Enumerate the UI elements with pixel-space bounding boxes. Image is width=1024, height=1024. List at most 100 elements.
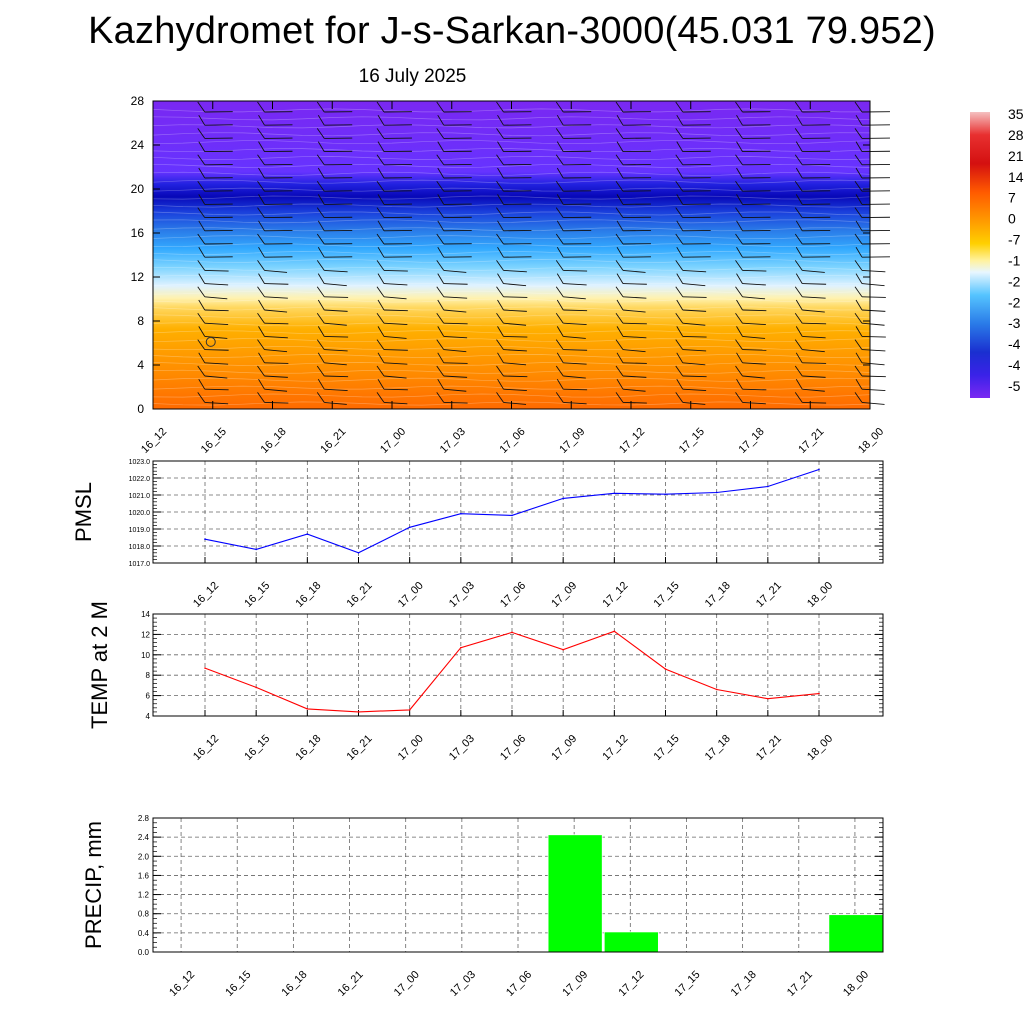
wind-barb-flag [497, 326, 504, 337]
wind-barb-flag [496, 128, 504, 139]
contour-line [152, 132, 871, 137]
wind-barb-flag [676, 114, 684, 126]
colorbar-label: 7 [1008, 190, 1016, 206]
section-field [153, 101, 870, 409]
wind-barb-flag [317, 246, 325, 258]
wind-barb [622, 375, 647, 378]
wind-barb-flag [735, 101, 743, 113]
wind-barb-flag [736, 167, 743, 179]
x-tick-label: 17_18 [703, 580, 733, 610]
wind-barb-flag [794, 392, 803, 403]
section-y-tick-label: 24 [131, 138, 145, 152]
data-point [204, 538, 206, 540]
wind-barb [802, 283, 827, 285]
wind-barb-flag [555, 233, 564, 245]
data-point [818, 692, 820, 695]
wind-barb [563, 269, 588, 272]
data-point [613, 630, 616, 633]
wind-barb [324, 296, 349, 298]
wind-barb-flag [198, 220, 206, 232]
wind-barb-flag [736, 141, 743, 152]
wind-barb-flag [376, 233, 385, 245]
section-x-tick-label: 17_06 [498, 426, 528, 456]
wind-barb-flag [436, 392, 445, 403]
wind-barb [443, 388, 467, 392]
contour-line [152, 195, 871, 200]
wind-barb-flag [675, 154, 684, 166]
wind-barb-flag [257, 128, 265, 139]
panel-frame [152, 460, 884, 564]
wind-barb-flag [795, 352, 803, 364]
contour-line [152, 124, 871, 129]
x-tick-label: 17_15 [652, 733, 682, 763]
wind-barb-flag [736, 352, 743, 364]
x-tick-label: 16_15 [242, 733, 272, 763]
wind-barb-flag [437, 114, 445, 126]
wind-barb [682, 401, 706, 405]
section-x-tick-label: 17_09 [557, 426, 587, 456]
wind-barb-flag [555, 365, 564, 377]
wind-barb-flag [198, 273, 206, 284]
wind-barb-flag [496, 392, 504, 403]
wind-barb [324, 388, 348, 392]
wind-barb-flag [615, 339, 624, 350]
wind-barb-flag [436, 101, 445, 113]
wind-barb [682, 362, 706, 366]
wind-barb-flag [377, 194, 385, 205]
wind-barb [383, 388, 408, 391]
wind-barb [861, 322, 885, 326]
panel-frame [152, 613, 884, 717]
wind-barb-flag [197, 339, 206, 350]
wind-barb-flag [795, 378, 803, 390]
colorbar-label: 35 [1008, 106, 1024, 122]
wind-barb-flag [437, 326, 445, 337]
wind-barb-flag [676, 194, 684, 205]
wind-barb-flag [615, 392, 624, 403]
contour-line [152, 330, 871, 335]
wind-barb-flag [436, 180, 445, 192]
wind-barb-flag [795, 194, 803, 205]
wind-barb [742, 296, 766, 300]
wind-barb-flag [437, 141, 445, 152]
wind-barb-flag [258, 273, 265, 284]
data-point [204, 667, 206, 669]
wind-barb [383, 349, 408, 351]
wind-barb-flag [855, 273, 863, 284]
colorbar-label: -3 [1008, 315, 1021, 331]
section-x-tick-label: 17_15 [677, 426, 707, 456]
wind-barb [861, 335, 886, 338]
wind-barb-flag [556, 326, 564, 337]
section-y-tick-label: 4 [137, 358, 144, 372]
wind-barb-flag [258, 352, 265, 364]
section-y-tick-label: 20 [131, 182, 145, 196]
wind-barb [563, 322, 587, 326]
wind-barb-flag [198, 194, 206, 205]
wind-barb-flag [854, 312, 863, 324]
wind-barb [324, 375, 349, 378]
wind-barb-flag [556, 167, 564, 179]
wind-barb-flag [676, 220, 684, 232]
wind-barb-flag [676, 246, 684, 258]
wind-barb-flag [615, 154, 624, 166]
x-tick-label: 17_12 [600, 580, 630, 610]
wind-barb [622, 322, 647, 325]
wind-barb-flag [496, 101, 504, 113]
x-tick-label: 17_18 [703, 733, 733, 763]
wind-barb [443, 269, 467, 273]
wind-barb-flag [496, 154, 504, 166]
data-point [767, 485, 769, 488]
wind-barb-flag [675, 128, 684, 139]
wind-barb [563, 375, 586, 379]
wind-barb-flag [854, 260, 863, 271]
wind-barb-flag [795, 299, 803, 311]
wind-barb [682, 296, 707, 298]
wind-barb [563, 335, 586, 339]
contour-lines [152, 108, 871, 406]
wind-barb-flag [258, 378, 265, 390]
wind-barb-flag [735, 392, 743, 403]
wind-barb-flag [795, 273, 803, 284]
wind-barb-flag [316, 312, 325, 324]
section-x-tick-label: 16_21 [318, 426, 348, 456]
wind-barb [443, 349, 467, 353]
section-x-tick-label: 16_18 [259, 426, 289, 456]
